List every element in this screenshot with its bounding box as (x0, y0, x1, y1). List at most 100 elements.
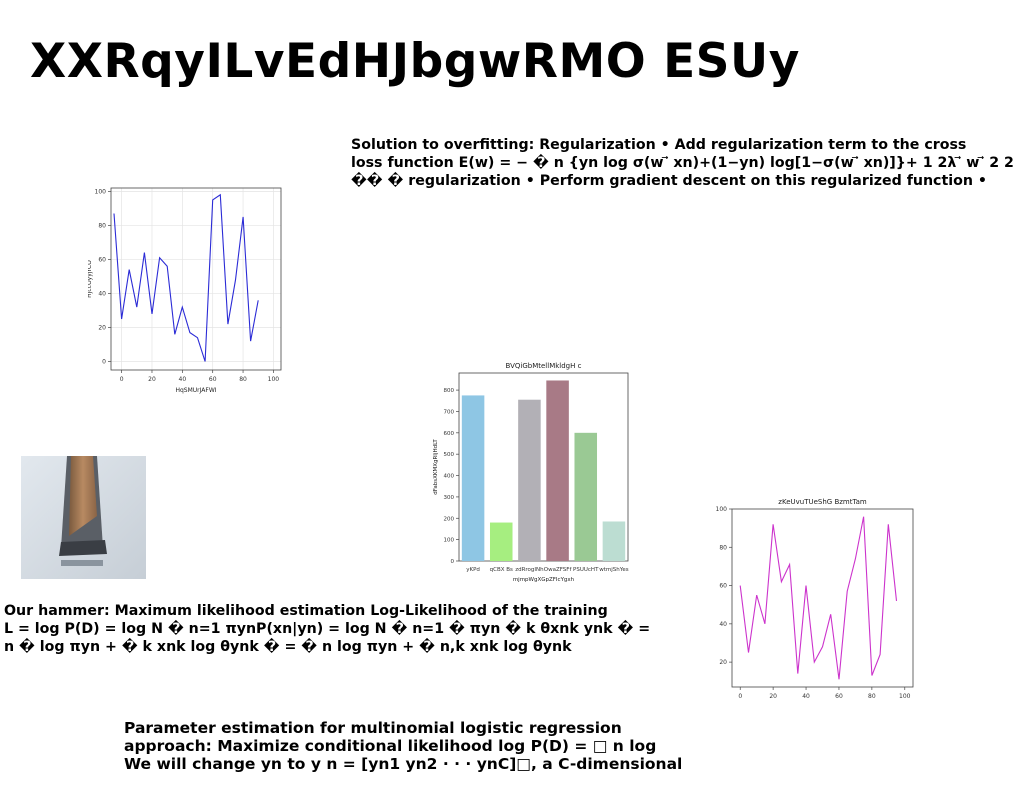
text-line: n � log πyn + � k xnk log θynk � = � n l… (4, 639, 572, 655)
line-chart-magenta-svg: 0 20 40 60 80 100 20 40 60 80 100 zKeUvuTUeShG Bzmt… (716, 498, 914, 700)
x-tick-label: 40 (802, 693, 810, 700)
x-tick-label: 60 (209, 376, 217, 383)
data-point (830, 613, 832, 615)
series-line (739, 516, 898, 680)
y-tick-label: 40 (98, 290, 106, 297)
y-tick-label: 200 (444, 516, 455, 522)
data-point (143, 252, 145, 254)
y-tick-label: 0 (451, 559, 455, 565)
data-point (756, 594, 758, 596)
y-tick-label: 80 (719, 544, 727, 551)
data-point (121, 318, 123, 320)
data-point (113, 213, 115, 215)
data-point (151, 313, 153, 315)
data-point (136, 306, 138, 308)
data-point (887, 523, 889, 525)
data-point (896, 600, 898, 602)
x-tick-label: 80 (239, 376, 247, 383)
data-point (242, 216, 244, 218)
x-tick-label: 60 (835, 693, 843, 700)
text-line: loss function E(w) = − � n {yn log σ(w ⃗… (351, 155, 1014, 171)
bar (602, 521, 626, 561)
x-tick-label: 0 (738, 693, 742, 700)
y-axis-label: HjccOyyjrCO (88, 260, 93, 298)
chart-title: zKeUvuTUeShG BzmtTam (778, 498, 867, 506)
text-line: L = log P(D) = log N � n=1 πynP(xn|yn) =… (4, 621, 651, 637)
data-point (128, 269, 130, 271)
x-tick-label: zdRrogINh (515, 567, 544, 573)
data-point (846, 590, 848, 592)
data-point (257, 299, 259, 301)
y-tick-label: 100 (716, 506, 728, 513)
data-point (780, 581, 782, 583)
data-point (748, 652, 750, 654)
y-tick-label: 20 (98, 324, 106, 331)
line-chart-blue: 0 20 40 60 80 100 0 20 40 60 80 100 HqSMUrJAFWI HjccO… (88, 184, 288, 396)
x-tick-label: 80 (868, 693, 876, 700)
x-axis-label: mjmpWgXGpZFIcYgxh (513, 577, 575, 583)
multinomial-text: Parameter estimation for multinomial log… (124, 719, 682, 773)
text-line: Our hammer: Maximum likelihood estimatio… (4, 603, 608, 619)
x-axis-label: HqSMUrJAFWI (175, 387, 216, 394)
data-point (772, 523, 774, 525)
slide-title: XXRqyILvEdHJbgwRMO ESUy (30, 34, 800, 89)
bar-chart: 0 100 200 300 400 500 600 700 800 yKPd qCBX Bs zdRr… (432, 360, 632, 585)
hammer-photo-image (21, 456, 146, 579)
text-line: Parameter estimation for multinomial log… (124, 719, 622, 737)
data-point (212, 199, 214, 201)
data-point (219, 194, 221, 196)
bar-chart-svg: 0 100 200 300 400 500 600 700 800 yKPd qCBX Bs zdRr… (433, 362, 629, 583)
x-tick-label: 0 (120, 376, 124, 383)
text-line: We will change yn to y n = [yn1 yn2 · · … (124, 755, 683, 773)
y-tick-label: 60 (98, 256, 106, 263)
x-tick-label: 100 (899, 693, 911, 700)
data-point (822, 646, 824, 648)
x-tick-label: wtmjShYes (599, 567, 629, 573)
data-point (250, 340, 252, 342)
data-point (855, 558, 857, 560)
line-chart-blue-svg: 0 20 40 60 80 100 0 20 40 60 80 100 HqSMUrJAFWI HjccO… (88, 187, 282, 394)
y-tick-label: 40 (719, 621, 727, 628)
x-tick-label: PSUUcHT (573, 567, 599, 573)
data-point (181, 306, 183, 308)
y-tick-label: 300 (444, 495, 455, 501)
bar (461, 395, 485, 561)
text-line: approach: Maximize conditional likelihoo… (124, 737, 657, 755)
text-line: �� � regularization • Perform gradient d… (351, 173, 987, 189)
plot-frame (458, 372, 629, 562)
data-point (189, 332, 191, 334)
hammer-photo (21, 456, 146, 579)
bar (489, 522, 513, 561)
data-point (227, 323, 229, 325)
x-tick-label: 100 (268, 376, 280, 383)
data-point (863, 516, 865, 518)
y-tick-label: 700 (444, 409, 455, 415)
data-point (174, 333, 176, 335)
x-tick-label: qCBX Bs (490, 567, 513, 573)
y-tick-label: 500 (444, 452, 455, 458)
data-point (879, 654, 881, 656)
y-tick-label: 100 (95, 188, 107, 195)
y-tick-label: 0 (102, 358, 106, 365)
data-point (813, 661, 815, 663)
x-tick-label: yKPd (466, 567, 480, 573)
y-axis-label: dFabsXKMXgRIjHdLT (433, 439, 439, 495)
data-point (871, 675, 873, 677)
y-tick-label: 800 (444, 388, 455, 394)
data-point (789, 564, 791, 566)
x-tick-label: 20 (148, 376, 156, 383)
data-point (805, 585, 807, 587)
data-point (204, 361, 206, 363)
data-point (159, 257, 161, 259)
line-chart-magenta: 0 20 40 60 80 100 20 40 60 80 100 zKeUvuTUeShG Bzmt… (707, 496, 919, 704)
data-point (739, 585, 741, 587)
bar (574, 432, 598, 561)
x-tick-label: 20 (769, 693, 777, 700)
text-line: Solution to overfitting: Regularization … (351, 137, 967, 153)
data-point (197, 337, 199, 339)
x-tick-label: 40 (179, 376, 187, 383)
data-point (838, 678, 840, 680)
x-tick-label: OwaZFSFf (544, 567, 573, 573)
y-tick-label: 400 (444, 474, 455, 480)
y-tick-label: 80 (98, 222, 106, 229)
